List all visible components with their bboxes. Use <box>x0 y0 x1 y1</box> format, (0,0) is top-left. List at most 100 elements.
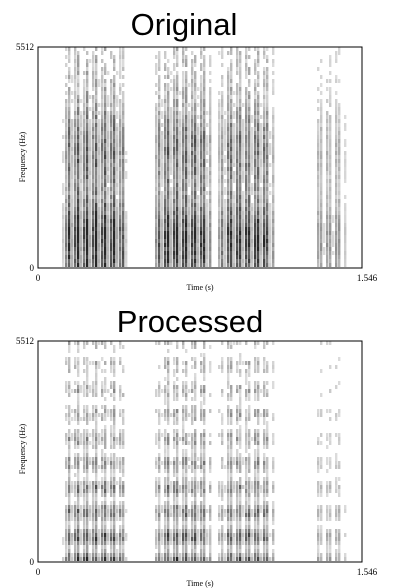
spectrogram-cell <box>119 493 122 497</box>
spectrogram-cell <box>251 537 254 541</box>
spectrogram-cell <box>182 437 185 441</box>
spectrogram-cell <box>257 445 260 449</box>
spectrogram-cell <box>176 389 179 393</box>
spectrogram-cell <box>110 159 113 163</box>
spectrogram-cell <box>227 445 230 449</box>
spectrogram-cell <box>65 537 68 541</box>
spectrogram-cell <box>263 135 266 139</box>
spectrogram-cell <box>320 223 323 227</box>
spectrogram-cell <box>86 255 89 259</box>
spectrogram-cell <box>221 135 224 139</box>
spectrogram-cell <box>173 79 176 83</box>
spectrogram-cell <box>167 405 170 409</box>
spectrogram-cell <box>227 497 230 501</box>
spectrogram-cell <box>83 155 86 159</box>
spectrogram-cell <box>158 63 161 67</box>
spectrogram-cell <box>173 473 176 477</box>
spectrogram-cell <box>230 537 233 541</box>
spectrogram-cell <box>74 557 77 561</box>
spectrogram-cell <box>107 191 110 195</box>
spectrogram-cell <box>155 461 158 465</box>
spectrogram-cell <box>197 211 200 215</box>
spectrogram-cell <box>179 235 182 239</box>
spectrogram-cell <box>110 95 113 99</box>
spectrogram-cell <box>248 453 251 457</box>
spectrogram-cell <box>206 533 209 537</box>
spectrogram-cell <box>113 187 116 191</box>
spectrogram-cell <box>80 537 83 541</box>
spectrogram-cell <box>230 433 233 437</box>
spectrogram-cell <box>260 139 263 143</box>
spectrogram-cell <box>236 123 239 127</box>
spectrogram-cell <box>338 215 341 219</box>
spectrogram-cell <box>200 127 203 131</box>
spectrogram-cell <box>173 247 176 251</box>
spectrogram-cell <box>83 147 86 151</box>
spectrogram-cell <box>170 251 173 255</box>
spectrogram-cell <box>107 119 110 123</box>
spectrogram-cell <box>266 87 269 91</box>
spectrogram-cell <box>86 369 89 373</box>
spectrogram-cell <box>329 219 332 223</box>
spectrogram-cell <box>170 147 173 151</box>
spectrogram-cell <box>227 489 230 493</box>
spectrogram-cell <box>245 477 248 481</box>
spectrogram-cell <box>188 211 191 215</box>
spectrogram-cell <box>74 437 77 441</box>
spectrogram-cell <box>86 505 89 509</box>
spectrogram-cell <box>113 123 116 127</box>
spectrogram-cell <box>176 151 179 155</box>
spectrogram-cell <box>236 441 239 445</box>
spectrogram-cell <box>263 369 266 373</box>
spectrogram-cell <box>191 509 194 513</box>
spectrogram-cell <box>344 227 347 231</box>
spectrogram-cell <box>221 509 224 513</box>
spectrogram-cell <box>164 83 167 87</box>
spectrogram-cell <box>239 111 242 115</box>
spectrogram-cell <box>230 107 233 111</box>
spectrogram-cell <box>227 243 230 247</box>
spectrogram-cell <box>71 553 74 557</box>
spectrogram-cell <box>104 453 107 457</box>
spectrogram-cell <box>179 223 182 227</box>
spectrogram-cell <box>218 215 221 219</box>
spectrogram-cell <box>95 91 98 95</box>
spectrogram-cell <box>251 251 254 255</box>
spectrogram-cell <box>173 409 176 413</box>
spectrogram-cell <box>173 99 176 103</box>
spectrogram-cell <box>185 385 188 389</box>
spectrogram-cell <box>74 513 77 517</box>
spectrogram-cell <box>164 553 167 557</box>
spectrogram-cell <box>248 461 251 465</box>
spectrogram-cell <box>257 199 260 203</box>
spectrogram-cell <box>191 127 194 131</box>
spectrogram-cell <box>173 437 176 441</box>
spectrogram-cell <box>170 215 173 219</box>
spectrogram-cell <box>224 155 227 159</box>
spectrogram-cell <box>86 75 89 79</box>
spectrogram-cell <box>158 87 161 91</box>
spectrogram-cell <box>200 541 203 545</box>
spectrogram-cell <box>122 187 125 191</box>
spectrogram-cell <box>161 215 164 219</box>
spectrogram-cell <box>119 469 122 473</box>
spectrogram-cell <box>254 191 257 195</box>
spectrogram-cell <box>344 159 347 163</box>
spectrogram-cell <box>155 143 158 147</box>
spectrogram-cell <box>155 103 158 107</box>
spectrogram-cell <box>122 155 125 159</box>
spectrogram-cell <box>236 183 239 187</box>
spectrogram-cell <box>116 171 119 175</box>
spectrogram-cell <box>173 195 176 199</box>
spectrogram-cell <box>335 51 338 55</box>
spectrogram-cell <box>338 127 341 131</box>
spectrogram-cell <box>95 103 98 107</box>
spectrogram-cell <box>158 151 161 155</box>
spectrogram-cell <box>185 91 188 95</box>
spectrogram-cell <box>98 533 101 537</box>
spectrogram-cell <box>122 521 125 525</box>
spectrogram-cell <box>122 457 125 461</box>
spectrogram-cell <box>83 179 86 183</box>
spectrogram-cell <box>263 115 266 119</box>
spectrogram-cell <box>158 247 161 251</box>
